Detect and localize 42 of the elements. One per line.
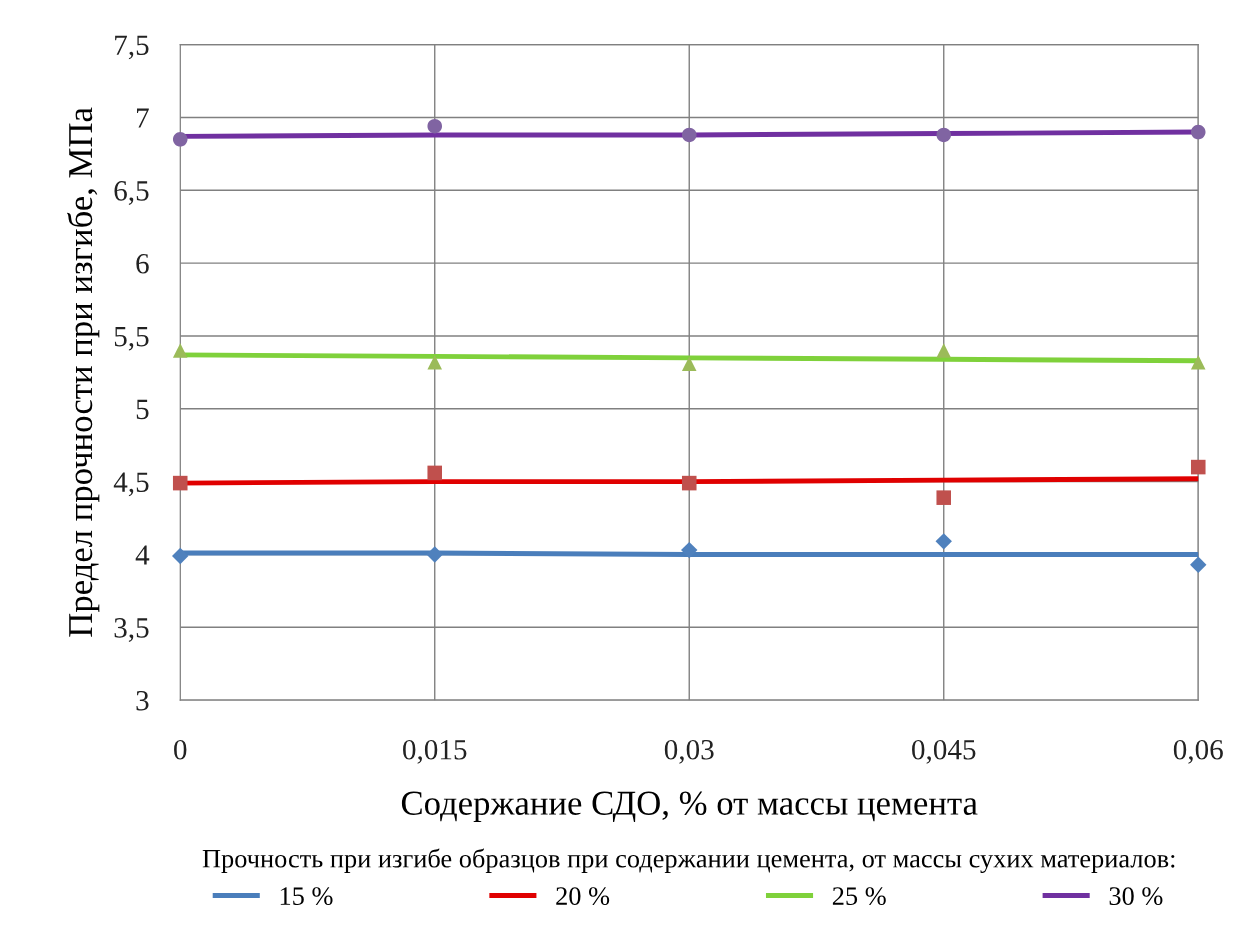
y-tick-label: 6 — [136, 253, 149, 274]
point — [681, 475, 697, 491]
point — [172, 475, 188, 491]
x-axis-title: Содержание СДО, % от массы цемента — [401, 791, 978, 822]
point — [1190, 459, 1206, 475]
point — [681, 127, 697, 143]
y-tick-label: 4,5 — [113, 472, 149, 497]
y-tick-label: 6,5 — [114, 181, 149, 205]
legend-title: Прочность при изгибе образцов при содержании цемента, от массы сухих материалов: — [202, 848, 1175, 874]
legend-label: 30 % — [1109, 887, 1163, 906]
legend-label: 20 % — [556, 887, 610, 906]
point — [172, 547, 189, 565]
y-tick-label: 5 — [136, 399, 149, 420]
y-tick-label: 3 — [136, 690, 149, 711]
point — [1190, 124, 1206, 140]
point — [1190, 354, 1206, 370]
point — [427, 465, 443, 481]
x-tick-label: 0,015 — [403, 739, 467, 764]
y-tick-label: 3,5 — [114, 618, 149, 642]
point — [936, 490, 952, 505]
y-tick-label: 5,5 — [114, 327, 149, 351]
x-tick-label: 0 — [174, 739, 187, 760]
point — [681, 541, 698, 559]
point — [426, 546, 443, 563]
y-tick-label: 4 — [135, 545, 150, 565]
point — [936, 127, 952, 143]
y-tick-label: 7 — [137, 108, 149, 128]
point — [935, 533, 952, 550]
y-axis-title: Предел прочности при изгибе, МПа — [67, 107, 100, 637]
point — [1190, 556, 1207, 573]
point — [172, 132, 188, 147]
point — [936, 343, 952, 358]
point — [427, 118, 443, 134]
x-tick-label: 0,045 — [912, 739, 976, 764]
point — [427, 354, 443, 370]
legend-label: 25 % — [832, 887, 886, 906]
legend-label: 15 % — [280, 887, 333, 906]
y-tick-label: 7,5 — [115, 35, 149, 60]
x-tick-label: 0,03 — [664, 739, 714, 764]
point — [172, 343, 188, 358]
point — [681, 356, 697, 371]
x-tick-label: 0,06 — [1173, 739, 1223, 764]
